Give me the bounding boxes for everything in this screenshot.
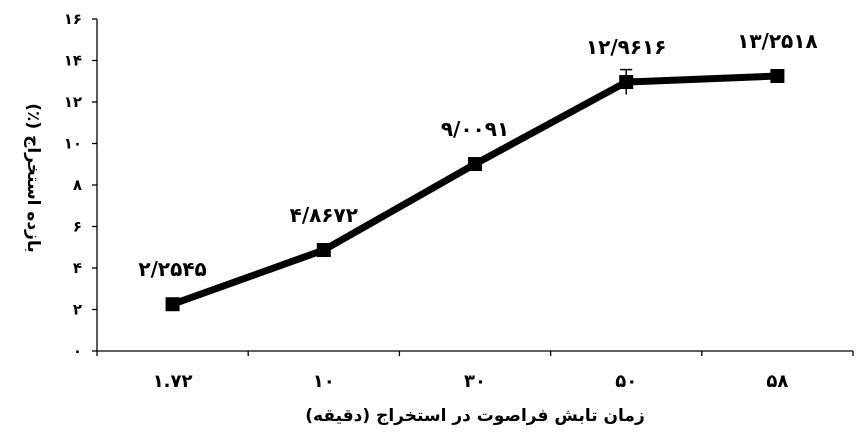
y-tick-label: ۱۶ [64, 10, 82, 28]
y-tick-label: ۸ [73, 176, 82, 194]
y-tick-label: ۴ [73, 259, 82, 277]
y-tick-label: ۰ [73, 342, 82, 360]
data-point-marker [165, 297, 180, 312]
data-label: ۴/۸۶۷۲ [290, 203, 358, 227]
data-label: ۹/۰۰۹۱ [441, 117, 509, 141]
x-tick-label: ۱۰ [313, 371, 335, 392]
y-tick-label: ۲ [73, 301, 82, 319]
y-tick-label: ۶ [73, 218, 82, 236]
y-tick-label: ۱۴ [64, 52, 82, 70]
x-tick-label: ۵۰ [615, 371, 637, 392]
data-point-marker [468, 157, 482, 172]
data-label: ۱۳/۲۵۱۸ [737, 29, 818, 53]
x-tick-label: ۱.۷۲ [153, 371, 193, 392]
y-axis-title: بازده استخراج (٪) [23, 103, 43, 252]
series-line [171, 72, 778, 308]
data-point-marker [316, 243, 331, 258]
y-tick-label: ۱۲ [64, 93, 82, 111]
data-label: ۱۲/۹۶۱۶ [586, 35, 667, 59]
data-point-marker [619, 75, 634, 90]
x-tick-label: ۳۰ [464, 371, 486, 392]
x-axis-title: زمان تابش فراصوت در استخراج (دقیقه) [305, 406, 644, 426]
data-point-marker [770, 69, 785, 84]
y-tick-label: ۱۰ [64, 135, 82, 153]
data-label: ۲/۲۵۴۵ [138, 257, 206, 281]
x-tick-label: ۵۸ [766, 371, 788, 392]
